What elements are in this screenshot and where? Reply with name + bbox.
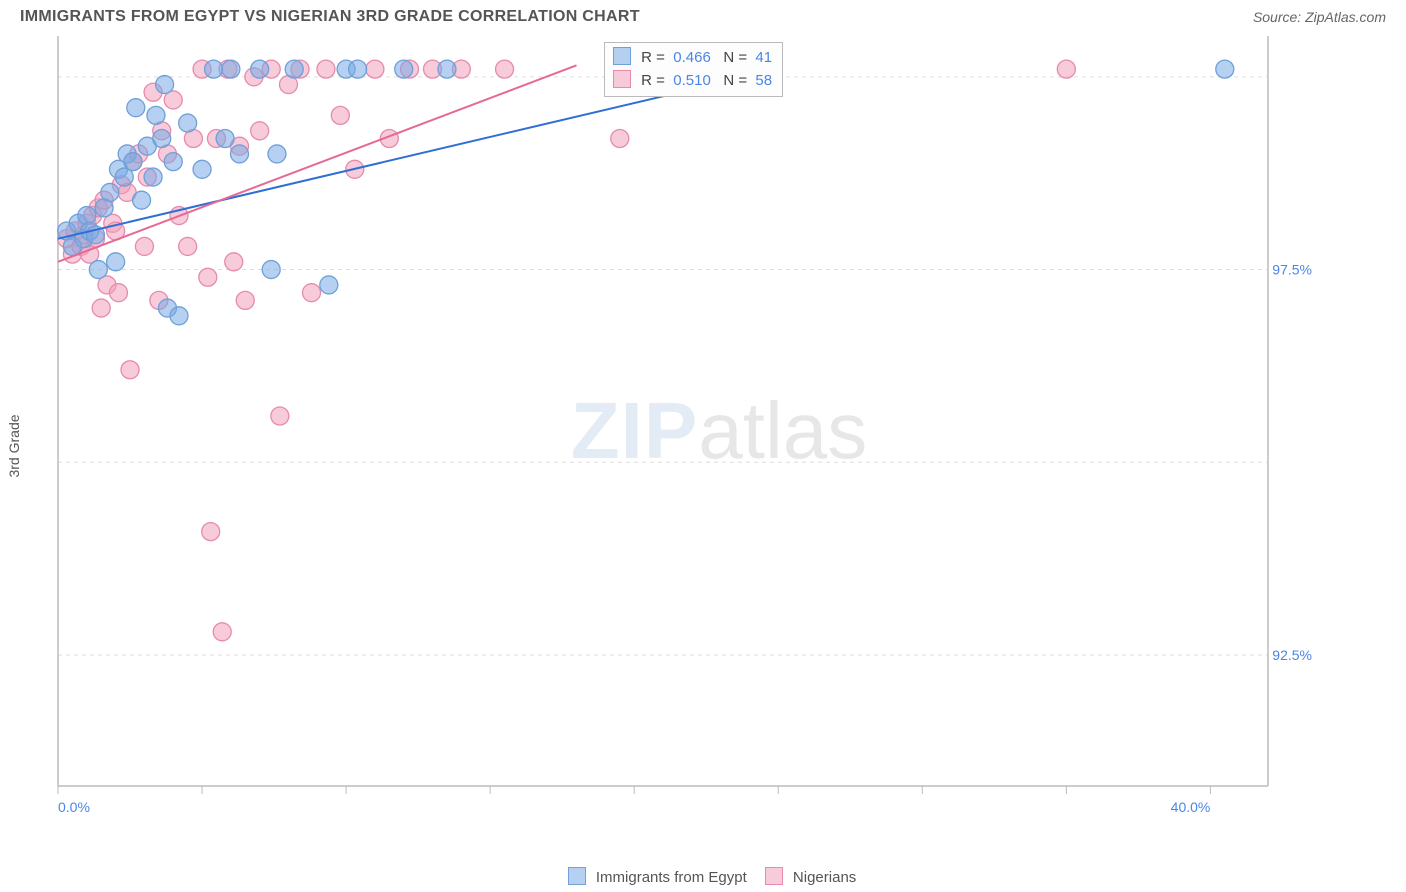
scatter-point (170, 307, 188, 325)
scatter-point (110, 284, 128, 302)
scatter-point (262, 261, 280, 279)
scatter-point (199, 268, 217, 286)
legend-swatch (568, 867, 586, 885)
source-label: Source: ZipAtlas.com (1253, 9, 1386, 25)
scatter-point (271, 407, 289, 425)
scatter-point (124, 153, 142, 171)
legend-label: Nigerians (793, 869, 856, 886)
scatter-point (216, 130, 234, 148)
scatter-point (331, 106, 349, 124)
scatter-point (496, 60, 514, 78)
scatter-point (202, 523, 220, 541)
scatter-point (251, 60, 269, 78)
legend-row: R = 0.510 N = 58 (613, 70, 772, 93)
scatter-point (1216, 60, 1234, 78)
scatter-point (156, 76, 174, 94)
svg-text:97.5%: 97.5% (1272, 262, 1312, 278)
stats-legend: R = 0.466 N = 41 R = 0.510 N = 58 (604, 42, 783, 97)
scatter-point (135, 237, 153, 255)
scatter-point (611, 130, 629, 148)
scatter-point (179, 237, 197, 255)
chart-title: IMMIGRANTS FROM EGYPT VS NIGERIAN 3RD GR… (20, 8, 640, 26)
scatter-point (101, 183, 119, 201)
legend-swatch (765, 867, 783, 885)
scatter-plot: 92.5% 97.5% 0.0% 40.0% (48, 36, 1318, 826)
scatter-point (147, 106, 165, 124)
scatter-point (179, 114, 197, 132)
scatter-point (89, 261, 107, 279)
svg-text:40.0%: 40.0% (1171, 799, 1211, 815)
bottom-legend: Immigrants from Egypt Nigerians (0, 867, 1406, 886)
chart-area: 92.5%97.5%0.0%40.0% ZIPatlas R = 0.466 N… (48, 36, 1390, 826)
scatter-point (92, 299, 110, 317)
scatter-point (205, 60, 223, 78)
svg-text:92.5%: 92.5% (1272, 647, 1312, 663)
scatter-point (144, 168, 162, 186)
y-axis-label: 3rd Grade (6, 414, 22, 477)
scatter-point (127, 99, 145, 117)
legend-label: Immigrants from Egypt (596, 869, 747, 886)
scatter-point (213, 623, 231, 641)
scatter-point (285, 60, 303, 78)
scatter-point (438, 60, 456, 78)
scatter-point (193, 160, 211, 178)
scatter-point (349, 60, 367, 78)
scatter-point (366, 60, 384, 78)
scatter-point (317, 60, 335, 78)
scatter-point (236, 291, 254, 309)
svg-text:0.0%: 0.0% (58, 799, 90, 815)
scatter-point (1057, 60, 1075, 78)
scatter-point (268, 145, 286, 163)
legend-row: R = 0.466 N = 41 (613, 47, 772, 70)
scatter-point (164, 153, 182, 171)
scatter-point (107, 253, 125, 271)
scatter-point (133, 191, 151, 209)
scatter-point (320, 276, 338, 294)
scatter-point (153, 130, 171, 148)
scatter-point (395, 60, 413, 78)
scatter-point (251, 122, 269, 140)
scatter-point (225, 253, 243, 271)
scatter-point (121, 361, 139, 379)
scatter-point (303, 284, 321, 302)
scatter-point (231, 145, 249, 163)
scatter-point (222, 60, 240, 78)
